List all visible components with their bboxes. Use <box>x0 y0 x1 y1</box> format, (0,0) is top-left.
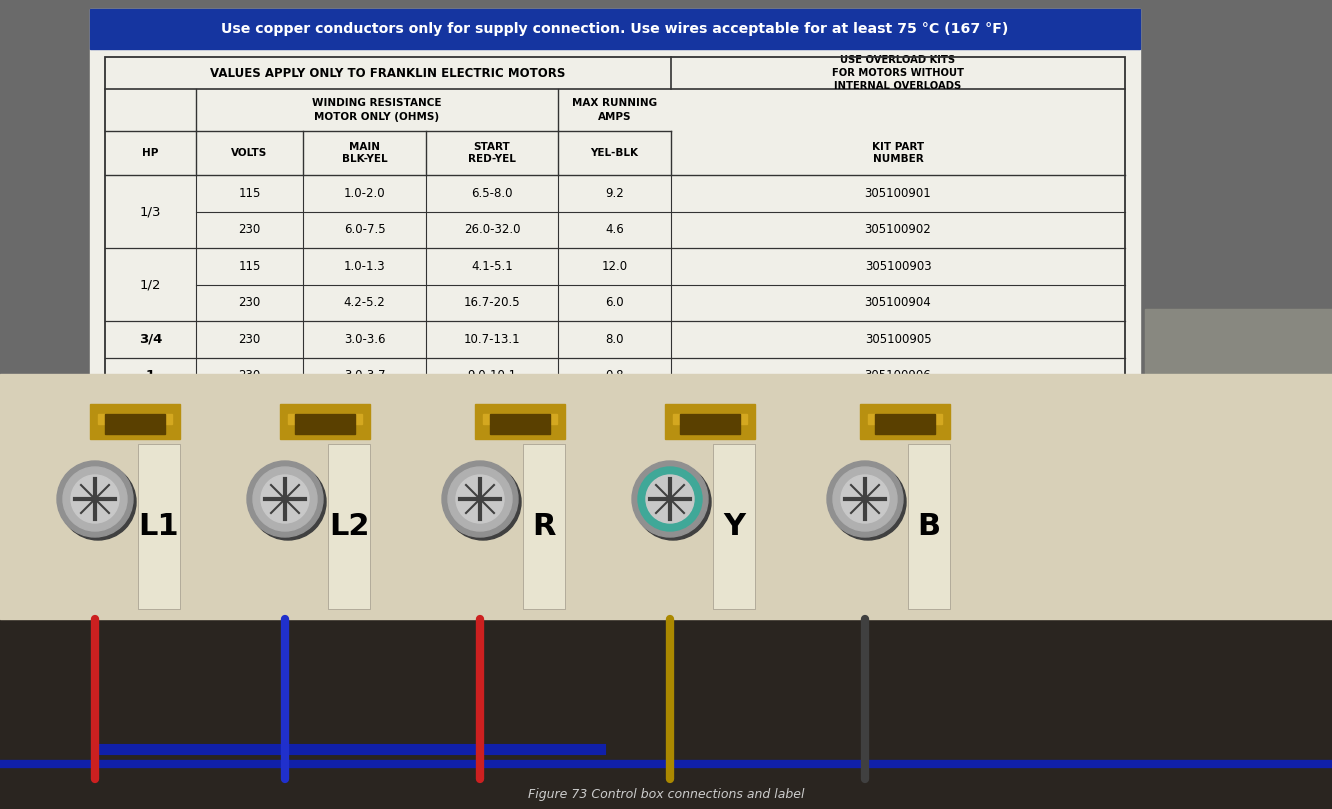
Text: 305100901: 305100901 <box>864 187 931 200</box>
Text: YEL-BLK: YEL-BLK <box>590 148 638 158</box>
Bar <box>99 414 172 424</box>
Text: USE OVERLOAD KITS
FOR MOTORS WITHOUT
INTERNAL OVERLOADS: USE OVERLOAD KITS FOR MOTORS WITHOUT INT… <box>832 55 964 91</box>
Text: 12.0: 12.0 <box>602 260 627 273</box>
Text: 26.0-32.0: 26.0-32.0 <box>464 223 521 236</box>
Text: 1.0-1.3: 1.0-1.3 <box>344 260 385 273</box>
Text: 8.0: 8.0 <box>605 332 623 345</box>
Text: 0.8: 0.8 <box>605 369 623 382</box>
Text: MAIN
BLK-YEL: MAIN BLK-YEL <box>342 142 388 164</box>
Bar <box>1146 309 1332 509</box>
Bar <box>105 414 165 434</box>
Circle shape <box>646 475 694 523</box>
Bar <box>476 404 565 439</box>
Circle shape <box>448 467 511 531</box>
Text: VOLTS: VOLTS <box>232 148 268 158</box>
Bar <box>0 379 1332 809</box>
Circle shape <box>442 461 518 537</box>
Circle shape <box>253 467 317 531</box>
Text: 1.0-2.0: 1.0-2.0 <box>344 187 385 200</box>
Text: MAX RUNNING
AMPS: MAX RUNNING AMPS <box>571 99 657 121</box>
Circle shape <box>71 475 119 523</box>
Bar <box>1146 309 1332 559</box>
Circle shape <box>445 464 521 540</box>
Bar <box>908 444 950 609</box>
Text: Figure 73 Control box connections and label: Figure 73 Control box connections and la… <box>527 788 805 801</box>
Text: HP: HP <box>143 148 159 158</box>
Bar <box>523 444 565 609</box>
Circle shape <box>631 461 709 537</box>
Bar <box>875 414 935 434</box>
Bar <box>713 444 755 609</box>
Text: VALUES APPLY ONLY TO FRANKLIN ELECTRIC MOTORS: VALUES APPLY ONLY TO FRANKLIN ELECTRIC M… <box>210 66 566 79</box>
Text: 4.2-5.2: 4.2-5.2 <box>344 296 385 309</box>
Circle shape <box>57 461 133 537</box>
Bar <box>139 444 180 609</box>
Text: KIT PART
NUMBER: KIT PART NUMBER <box>872 142 924 164</box>
Text: Y: Y <box>723 512 745 541</box>
Bar <box>288 414 362 424</box>
Circle shape <box>261 475 309 523</box>
Text: 230: 230 <box>238 332 261 345</box>
Text: Use copper conductors only for supply connection. Use wires acceptable for at le: Use copper conductors only for supply co… <box>221 22 1008 36</box>
Text: 6.5-8.0: 6.5-8.0 <box>472 187 513 200</box>
Bar <box>868 414 942 424</box>
Bar <box>294 414 356 434</box>
Text: L2: L2 <box>329 512 369 541</box>
Text: 16.7-20.5: 16.7-20.5 <box>464 296 521 309</box>
Text: 10.7-13.1: 10.7-13.1 <box>464 332 521 345</box>
Text: B: B <box>918 512 940 541</box>
Text: 305100905: 305100905 <box>864 332 931 345</box>
Bar <box>490 414 550 434</box>
Text: 1/2: 1/2 <box>140 278 161 291</box>
Bar <box>484 414 557 424</box>
Text: WINDING RESISTANCE
MOTOR ONLY (OHMS): WINDING RESISTANCE MOTOR ONLY (OHMS) <box>312 99 442 121</box>
Text: L1: L1 <box>139 512 180 541</box>
Text: 230: 230 <box>238 369 261 382</box>
Circle shape <box>250 464 326 540</box>
Circle shape <box>456 475 503 523</box>
Text: 305100904: 305100904 <box>864 296 931 309</box>
Text: 9.0-10.1: 9.0-10.1 <box>468 369 517 382</box>
Circle shape <box>60 464 136 540</box>
Bar <box>105 57 1126 394</box>
Circle shape <box>827 461 903 537</box>
Text: 230: 230 <box>238 223 261 236</box>
Text: 6.0: 6.0 <box>605 296 623 309</box>
Text: R: R <box>533 512 555 541</box>
Text: 3.0-3.7: 3.0-3.7 <box>344 369 385 382</box>
Text: 115: 115 <box>238 260 261 273</box>
Text: 1: 1 <box>147 369 155 382</box>
Text: 9.2: 9.2 <box>605 187 623 200</box>
Bar <box>91 9 1140 399</box>
Bar <box>665 404 755 439</box>
Circle shape <box>832 467 896 531</box>
Text: 305100903: 305100903 <box>864 260 931 273</box>
Circle shape <box>635 464 711 540</box>
Bar <box>91 404 180 439</box>
Text: 230: 230 <box>238 296 261 309</box>
Circle shape <box>840 475 888 523</box>
Circle shape <box>246 461 322 537</box>
Text: START
RED-YEL: START RED-YEL <box>468 142 515 164</box>
Bar <box>673 414 747 424</box>
Bar <box>91 9 1140 49</box>
Bar <box>280 404 370 439</box>
Text: 6.0-7.5: 6.0-7.5 <box>344 223 385 236</box>
Text: 3/4: 3/4 <box>139 332 163 345</box>
Text: 1/3: 1/3 <box>140 205 161 218</box>
Circle shape <box>830 464 906 540</box>
Text: 305100902: 305100902 <box>864 223 931 236</box>
Text: 3.0-3.6: 3.0-3.6 <box>344 332 385 345</box>
Bar <box>328 444 370 609</box>
Bar <box>0 374 1332 619</box>
Bar <box>681 414 741 434</box>
Text: 115: 115 <box>238 187 261 200</box>
Bar <box>860 404 950 439</box>
Circle shape <box>638 467 702 531</box>
Text: 4.6: 4.6 <box>605 223 623 236</box>
Circle shape <box>63 467 127 531</box>
Text: 305100906: 305100906 <box>864 369 931 382</box>
Text: 4.1-5.1: 4.1-5.1 <box>472 260 513 273</box>
